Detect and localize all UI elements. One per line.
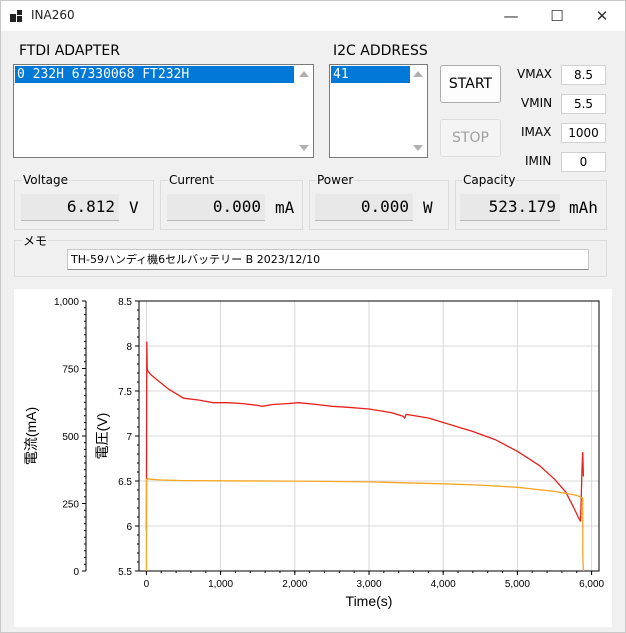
vmin-label: VMIN — [521, 96, 553, 110]
voltage-tick-label: 8.5 — [118, 297, 132, 308]
chart-panel: 5.5 6 6.5 7 7.5 8 8.5 0 250 500 750 1,000 0 1,000 2,00… — [14, 289, 612, 627]
current-tick-label: 1,000 — [54, 297, 79, 308]
x-tick-label: 1,000 — [208, 579, 233, 590]
memo-group — [14, 240, 607, 277]
voltage-title: Voltage — [22, 173, 70, 187]
current-tick-label: 750 — [62, 365, 79, 376]
imin-input[interactable]: 0 — [561, 152, 606, 172]
i2c-address-list[interactable]: 41 — [329, 64, 428, 158]
stop-button[interactable]: STOP — [440, 119, 501, 157]
maximize-button[interactable]: ☐ — [550, 7, 564, 25]
scroll-up-arrow-icon[interactable] — [299, 71, 309, 77]
scroll-down-arrow-icon[interactable] — [413, 145, 423, 151]
scroll-up-arrow-icon[interactable] — [413, 71, 423, 77]
title-bar: INA260 — ☐ ✕ — [1, 1, 625, 31]
voltage-tick-label: 7.5 — [118, 387, 132, 398]
voltage-tick-label: 5.5 — [118, 567, 132, 578]
imin-label: IMIN — [525, 154, 552, 168]
memo-input[interactable]: TH-59ハンディ機6セルバッテリー B 2023/12/10 — [67, 249, 589, 270]
current-group — [160, 180, 303, 230]
capacity-value: 523.179 — [460, 194, 560, 221]
current-value: 0.000 — [167, 194, 265, 221]
voltage-value: 6.812 — [21, 194, 119, 221]
start-button[interactable]: START — [440, 65, 501, 103]
i2c-address-label: I2C ADDRESS — [333, 43, 428, 59]
window-title: INA260 — [31, 8, 75, 22]
voltage-group — [14, 180, 154, 230]
x-tick-label: 3,000 — [356, 579, 381, 590]
vmax-input[interactable]: 8.5 — [561, 65, 606, 85]
capacity-group — [455, 180, 607, 230]
vmax-label: VMAX — [517, 67, 552, 81]
close-button[interactable]: ✕ — [595, 7, 609, 25]
current-series-line — [145, 478, 585, 572]
capacity-title: Capacity — [462, 173, 517, 187]
current-tick-label: 0 — [73, 567, 79, 578]
ftdi-adapter-label: FTDI ADAPTER — [19, 43, 120, 59]
ftdi-list-scrollbar[interactable] — [296, 66, 312, 156]
capacity-unit: mAh — [569, 198, 598, 217]
minimize-button[interactable]: — — [503, 7, 519, 25]
voltage-tick-label: 6 — [126, 522, 132, 533]
current-title: Current — [168, 173, 216, 187]
x-tick-label: 2,000 — [282, 579, 307, 590]
i2c-list-scrollbar[interactable] — [410, 66, 426, 156]
power-value: 0.000 — [315, 194, 413, 221]
imax-input[interactable]: 1000 — [561, 123, 606, 143]
discharge-chart: 5.5 6 6.5 7 7.5 8 8.5 0 250 500 750 1,000 0 1,000 2,00… — [23, 297, 605, 609]
voltage-tick-label: 6.5 — [118, 477, 132, 488]
memo-label: メモ — [22, 232, 49, 249]
power-unit: W — [423, 198, 433, 217]
voltage-unit: V — [129, 198, 139, 217]
x-axis-title: Time(s) — [346, 593, 393, 609]
power-group — [309, 180, 449, 230]
current-axis-title: 電流(mA) — [23, 407, 39, 465]
current-tick-label: 500 — [62, 432, 79, 443]
current-tick-label: 250 — [62, 500, 79, 511]
x-tick-label: 4,000 — [431, 579, 456, 590]
voltage-tick-label: 7 — [126, 432, 132, 443]
power-title: Power — [316, 173, 355, 187]
app-icon — [10, 10, 22, 22]
scroll-down-arrow-icon[interactable] — [299, 145, 309, 151]
voltage-tick-label: 8 — [126, 342, 132, 353]
imax-label: IMAX — [521, 125, 552, 139]
voltage-axis-title: 電圧(V) — [94, 413, 110, 460]
x-tick-label: 6,000 — [579, 579, 604, 590]
current-unit: mA — [275, 198, 295, 217]
vmin-input[interactable]: 5.5 — [561, 94, 606, 114]
x-tick-label: 5,000 — [505, 579, 530, 590]
x-tick-label: 0 — [144, 579, 150, 590]
i2c-selected-item[interactable]: 41 — [331, 66, 411, 83]
ftdi-selected-item[interactable]: 0 232H 67330068 FT232H — [15, 66, 294, 83]
ftdi-adapter-list[interactable]: 0 232H 67330068 FT232H — [13, 64, 314, 158]
